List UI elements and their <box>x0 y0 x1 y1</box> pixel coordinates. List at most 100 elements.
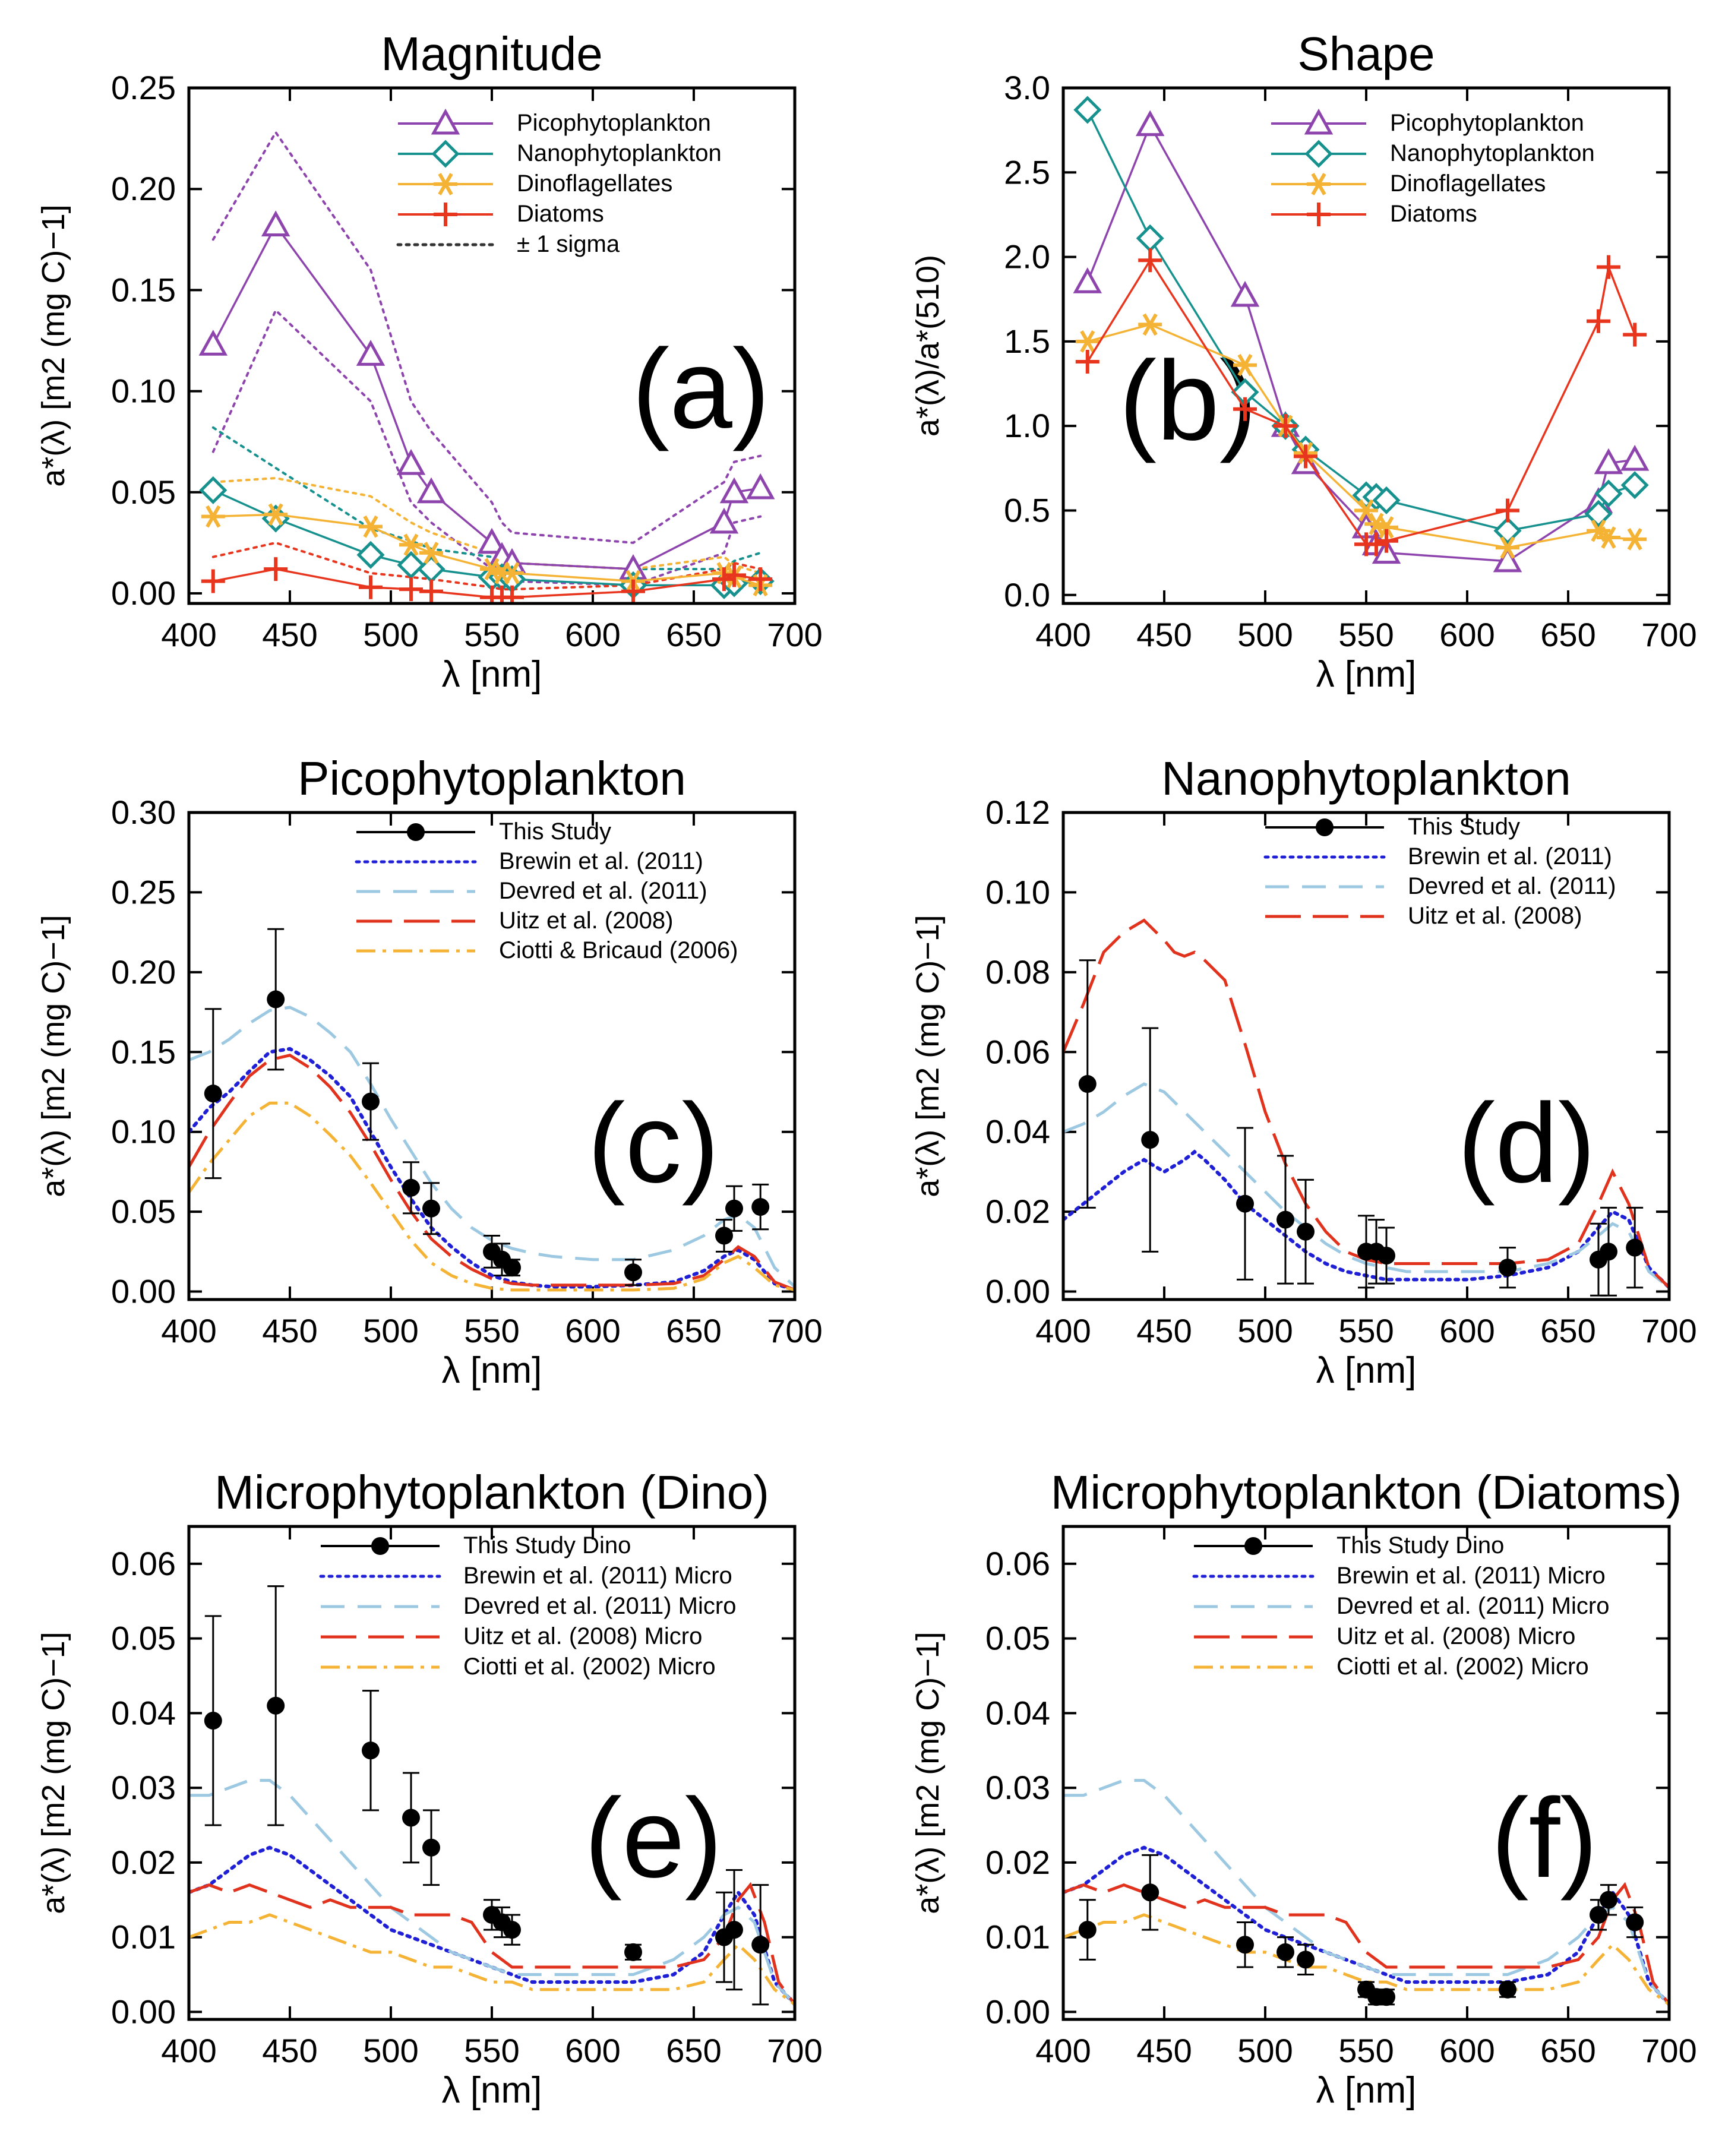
legend-label: Devred et al. (2011) Micro <box>463 1593 736 1619</box>
y-tick-label: 0.03 <box>111 1769 176 1806</box>
legend-label: Brewin et al. (2011) Micro <box>463 1563 732 1589</box>
legend-marker <box>407 823 425 841</box>
data-point <box>1377 1247 1395 1265</box>
legend-label: Ciotti & Bricaud (2006) <box>499 937 738 963</box>
y-axis-label: a*(λ) [m2 (mg C)−1] <box>910 915 946 1197</box>
data-point <box>261 210 290 236</box>
x-tick-label: 400 <box>161 616 216 653</box>
x-tick-label: 500 <box>363 1312 418 1349</box>
y-tick-label: 0.00 <box>111 1273 176 1310</box>
y-tick-label: 0.25 <box>111 873 176 911</box>
panel-label: (e) <box>584 1775 722 1901</box>
panel-title: Picophytoplankton <box>298 752 686 805</box>
y-tick-label: 0.10 <box>111 1113 176 1150</box>
legend-label: Devred et al. (2011) Micro <box>1336 1593 1609 1619</box>
data-point <box>1078 1921 1097 1939</box>
data-point <box>1354 499 1378 522</box>
legend-label: Uitz et al. (2008) <box>1408 903 1582 929</box>
data-point <box>503 1259 521 1277</box>
x-axis-label: λ [nm] <box>442 1350 542 1391</box>
x-tick-label: 450 <box>262 616 317 653</box>
data-point <box>500 562 524 584</box>
y-axis-label: a*(λ) [m2 (mg C)−1] <box>36 1632 71 1914</box>
y-axis-label: a*(λ) [m2 (mg C)−1] <box>36 915 71 1197</box>
x-tick-label: 400 <box>1035 1312 1091 1349</box>
legend: This Study Brewin et al. (2011) Devred et … <box>1263 814 1616 929</box>
y-tick-label: 0.01 <box>985 1918 1050 1956</box>
curve-dotted <box>189 1047 795 1292</box>
plot-area <box>1073 96 1650 573</box>
panel-f: Microphytoplankton (Diatoms) 400 450 500 550… <box>910 1466 1697 2111</box>
x-tick-label: 550 <box>1338 616 1394 653</box>
y-tick-label: 0.01 <box>111 1918 176 1956</box>
x-tick-label: 500 <box>1237 616 1293 653</box>
data-point <box>1377 1988 1395 2006</box>
data-point <box>1141 1131 1159 1149</box>
y-tick-label: 0.00 <box>985 1993 1050 2030</box>
data-point <box>1372 486 1401 514</box>
data-point <box>748 567 773 592</box>
panel-a: Magnitude 400 450 500 550 600 650 700 0.00 0.05 0.… <box>36 27 823 695</box>
data-point <box>715 1226 733 1245</box>
data-point <box>1587 309 1610 333</box>
curve-dashed <box>189 1779 795 2006</box>
curve-longdash <box>189 1053 795 1292</box>
legend-label: Devred et al. (2011) <box>499 878 707 904</box>
x-tick-label: 450 <box>1136 1312 1192 1349</box>
data-point <box>1236 1194 1254 1213</box>
data-point <box>397 551 425 579</box>
y-tick-label: 1.0 <box>1004 407 1050 444</box>
x-tick-label: 550 <box>1338 2032 1394 2069</box>
y-axis-label: a*(λ) [m2 (mg C)−1] <box>36 204 71 487</box>
legend-label: Nanophytoplankton <box>517 140 722 166</box>
legend-marker <box>1316 818 1334 836</box>
curve-longdash <box>1063 1882 1669 2006</box>
x-tick-label: 600 <box>1439 1312 1494 1349</box>
y-tick-label: 0.05 <box>111 1620 176 1657</box>
y-tick-label: 0.15 <box>111 1033 176 1070</box>
legend-label: Picophytoplankton <box>1390 110 1584 136</box>
x-tick-label: 700 <box>1641 616 1696 653</box>
data-point <box>422 1838 440 1857</box>
x-tick-label: 650 <box>1540 2032 1595 2069</box>
data-point <box>396 448 426 475</box>
legend-label: Nanophytoplankton <box>1390 140 1595 166</box>
y-tick-label: 1.5 <box>1004 323 1050 360</box>
data-point <box>201 505 225 528</box>
x-tick-label: 400 <box>1035 2032 1091 2069</box>
data-point <box>201 569 225 593</box>
plot-area <box>198 130 775 603</box>
data-point <box>500 585 524 603</box>
panel-title: Nanophytoplankton <box>1161 752 1571 805</box>
legend-label: Diatoms <box>1390 201 1477 227</box>
legend: Picophytoplankton Nanophytoplankton Dinofl… <box>1271 108 1595 227</box>
x-tick-label: 550 <box>464 1312 519 1349</box>
curve-dashdot <box>1063 1913 1669 2006</box>
x-tick-label: 700 <box>1641 1312 1696 1349</box>
x-tick-label: 550 <box>1338 1312 1394 1349</box>
data-point <box>1496 536 1519 559</box>
data-point <box>1499 1980 1516 1999</box>
x-tick-label: 500 <box>1237 1312 1293 1349</box>
x-tick-label: 500 <box>363 616 418 653</box>
y-tick-label: 0.15 <box>111 271 176 308</box>
data-point <box>1078 1075 1097 1093</box>
plot-frame <box>187 1525 797 2021</box>
data-point <box>204 1711 222 1730</box>
data-point <box>356 540 385 569</box>
curve-dashed <box>1063 1082 1669 1289</box>
legend-label: Brewin et al. (2011) <box>1408 843 1612 870</box>
x-tick-label: 550 <box>464 2032 519 2069</box>
data-point <box>264 503 288 526</box>
y-tick-label: 0.05 <box>985 1620 1050 1657</box>
data-point <box>359 515 383 538</box>
data-point <box>1626 1913 1644 1931</box>
y-tick-label: 0.02 <box>985 1193 1050 1230</box>
legend-label: This Study <box>499 818 611 845</box>
data-point <box>1496 498 1519 523</box>
panel-label: (b) <box>1119 338 1257 464</box>
x-tick-label: 650 <box>666 616 721 653</box>
legend-marker <box>1307 203 1331 226</box>
data-point <box>477 527 507 554</box>
